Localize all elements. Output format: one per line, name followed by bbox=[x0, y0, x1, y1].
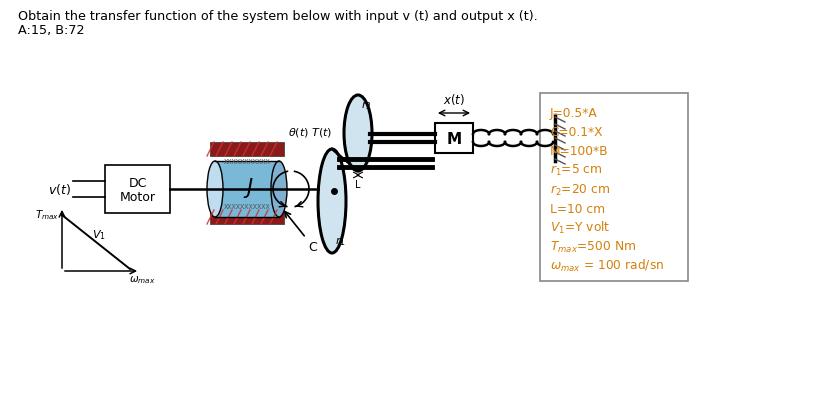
Text: $x(t)$: $x(t)$ bbox=[443, 92, 465, 107]
Text: $V_1$: $V_1$ bbox=[92, 227, 106, 241]
Bar bbox=[215, 162, 279, 217]
Text: C: C bbox=[308, 241, 317, 253]
Bar bbox=[540, 94, 688, 281]
Text: $\omega_{max}$ = 100 rad/sn: $\omega_{max}$ = 100 rad/sn bbox=[550, 258, 664, 274]
Text: DC: DC bbox=[128, 177, 147, 190]
Text: $r_1$=5 cm: $r_1$=5 cm bbox=[550, 163, 602, 178]
Text: A:15, B:72: A:15, B:72 bbox=[18, 24, 85, 37]
Text: Obtain the transfer function of the system below with input v (t) and output x (: Obtain the transfer function of the syst… bbox=[18, 10, 538, 23]
Text: Motor: Motor bbox=[119, 191, 156, 204]
Text: M=100*B: M=100*B bbox=[550, 145, 609, 158]
Bar bbox=[210, 211, 284, 225]
Text: $v(t)$: $v(t)$ bbox=[48, 182, 71, 197]
Text: L: L bbox=[355, 180, 361, 190]
Text: XXXXXXXXXXX: XXXXXXXXXXX bbox=[224, 159, 270, 164]
Bar bbox=[210, 143, 284, 157]
Text: C=0.1*X: C=0.1*X bbox=[550, 126, 602, 139]
Ellipse shape bbox=[318, 150, 346, 253]
Text: L=10 cm: L=10 cm bbox=[550, 202, 605, 215]
Bar bbox=[435, 124, 473, 154]
Text: J: J bbox=[246, 178, 252, 198]
Text: $\omega_{max}$: $\omega_{max}$ bbox=[129, 273, 155, 285]
Bar bbox=[105, 166, 170, 213]
Text: $r_1$: $r_1$ bbox=[335, 235, 346, 248]
Text: $V_1$=Y volt: $V_1$=Y volt bbox=[550, 220, 610, 236]
Text: J=0.5*A: J=0.5*A bbox=[550, 107, 598, 120]
Text: XXXXXXXXXXX: XXXXXXXXXXX bbox=[224, 203, 270, 209]
Text: M: M bbox=[446, 131, 462, 146]
Text: $\theta(t)\ T(t)$: $\theta(t)\ T(t)$ bbox=[288, 126, 332, 139]
Text: $r_2$: $r_2$ bbox=[361, 99, 372, 112]
Ellipse shape bbox=[344, 96, 372, 172]
Ellipse shape bbox=[271, 162, 287, 217]
Text: $T_{max}$=500 Nm: $T_{max}$=500 Nm bbox=[550, 239, 636, 254]
Text: $r_2$=20 cm: $r_2$=20 cm bbox=[550, 182, 610, 197]
Text: $T_{max}$: $T_{max}$ bbox=[35, 207, 59, 221]
Ellipse shape bbox=[207, 162, 223, 217]
